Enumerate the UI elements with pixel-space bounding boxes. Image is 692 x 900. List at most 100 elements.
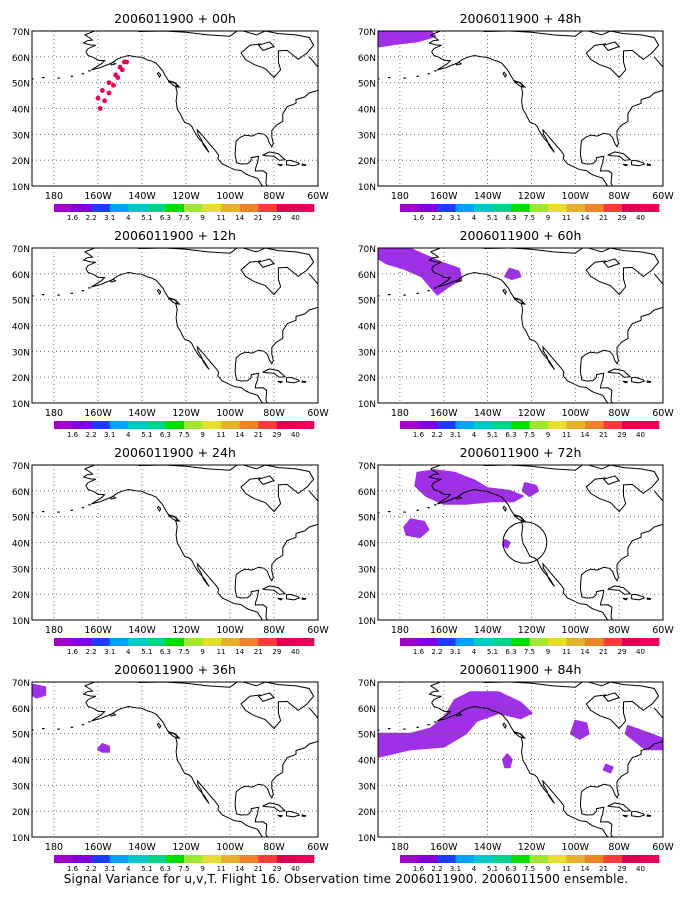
legend-label: 9 bbox=[546, 431, 550, 439]
legend-swatch bbox=[548, 855, 567, 863]
variance-region bbox=[502, 753, 513, 769]
legend-swatch bbox=[184, 855, 203, 863]
island-dot bbox=[416, 726, 419, 728]
island-dot bbox=[81, 290, 85, 292]
x-tick-label: 140W bbox=[128, 842, 156, 853]
y-tick-label: 30N bbox=[12, 565, 30, 575]
legend-swatch bbox=[54, 421, 73, 429]
legend-swatch bbox=[109, 204, 129, 212]
legend-swatch bbox=[437, 204, 456, 212]
legend-swatch bbox=[511, 638, 530, 646]
legend-label: 2.2 bbox=[86, 214, 97, 222]
color-legend: 1.6 2.2 3.1 4 5.1 6.3 7.5 9 11 14 21 29 40 bbox=[400, 855, 660, 873]
x-tick-label: 140W bbox=[128, 191, 156, 202]
island bbox=[607, 151, 632, 161]
island bbox=[631, 159, 646, 167]
y-tick-label: 10N bbox=[12, 400, 30, 410]
x-tick-label: 100W bbox=[216, 625, 244, 636]
island bbox=[622, 163, 629, 167]
legend-label: 1.6 bbox=[413, 865, 425, 873]
y-tick-label: 10N bbox=[12, 183, 30, 193]
color-legend: 1.6 2.2 3.1 4 5.1 6.3 7.5 9 11 14 21 29 40 bbox=[400, 421, 660, 439]
legend-swatch bbox=[474, 421, 493, 429]
legend-label: 6.3 bbox=[505, 214, 516, 222]
x-tick-label: 140W bbox=[128, 625, 156, 636]
legend-label: 29 bbox=[272, 865, 281, 873]
legend-swatch bbox=[239, 855, 259, 863]
legend-swatch bbox=[128, 855, 148, 863]
legend-label: 6.3 bbox=[505, 648, 516, 656]
island bbox=[286, 376, 301, 384]
island bbox=[257, 258, 275, 268]
island bbox=[646, 163, 652, 166]
y-tick-label: 40N bbox=[12, 323, 30, 333]
x-tick-label: 120W bbox=[172, 625, 200, 636]
legend-swatch bbox=[146, 204, 166, 212]
island bbox=[109, 278, 117, 283]
y-tick-label: 40N bbox=[358, 323, 376, 333]
island bbox=[607, 802, 632, 812]
island bbox=[455, 712, 463, 717]
legend-swatch bbox=[184, 421, 203, 429]
legend-swatch bbox=[548, 421, 567, 429]
legend-swatch bbox=[221, 421, 241, 429]
legend-label: 4 bbox=[126, 648, 131, 656]
variance-region bbox=[378, 31, 436, 48]
legend-label: 4 bbox=[126, 431, 131, 439]
legend-label: 7.5 bbox=[178, 431, 189, 439]
map-panel: 2006011900 + 84h 10N 20N 30N 40N 50N 60N 70N 180… bbox=[358, 662, 675, 873]
legend-swatch bbox=[437, 421, 456, 429]
legend-swatch bbox=[603, 855, 623, 863]
x-tick-label: 60W bbox=[652, 191, 674, 202]
legend-label: 4 bbox=[126, 214, 131, 222]
island bbox=[109, 712, 117, 717]
y-tick-label: 70N bbox=[12, 28, 30, 38]
flight-track-point bbox=[95, 95, 101, 101]
island-dot bbox=[403, 294, 406, 296]
legend-swatch bbox=[258, 855, 278, 863]
legend-label: 40 bbox=[291, 865, 300, 873]
legend-swatch bbox=[202, 421, 222, 429]
x-tick-label: 180 bbox=[45, 408, 63, 419]
coastline bbox=[82, 685, 318, 837]
legend-label: 2.2 bbox=[431, 431, 442, 439]
legend-label: 5.1 bbox=[141, 431, 152, 439]
island-dot bbox=[81, 507, 85, 509]
legend-label: 29 bbox=[272, 214, 281, 222]
legend-swatch bbox=[72, 204, 92, 212]
island bbox=[454, 495, 463, 500]
x-tick-label: 120W bbox=[518, 842, 546, 853]
legend-swatch bbox=[295, 421, 315, 429]
x-tick-label: 160W bbox=[84, 625, 112, 636]
island-dot bbox=[387, 77, 391, 79]
legend-swatch bbox=[184, 638, 203, 646]
variance-region bbox=[502, 538, 511, 549]
flight-track-point bbox=[100, 88, 105, 93]
x-tick-label: 120W bbox=[172, 842, 200, 853]
legend-swatch bbox=[221, 638, 241, 646]
y-tick-label: 60N bbox=[12, 271, 30, 281]
legend-label: 7.5 bbox=[524, 214, 535, 222]
legend-swatch bbox=[585, 638, 604, 646]
x-tick-label: 180 bbox=[45, 191, 63, 202]
y-tick-label: 50N bbox=[358, 297, 376, 307]
legend-swatch bbox=[239, 204, 259, 212]
legend-swatch bbox=[165, 638, 185, 646]
legend-swatch bbox=[622, 638, 641, 646]
island-dot bbox=[42, 511, 45, 513]
island-dot bbox=[32, 512, 34, 514]
legend-swatch bbox=[128, 204, 148, 212]
island bbox=[631, 810, 646, 818]
legend-swatch bbox=[640, 421, 660, 429]
island bbox=[502, 288, 507, 295]
legend-swatch bbox=[529, 421, 549, 429]
legend-label: 2.2 bbox=[431, 648, 442, 656]
island bbox=[622, 597, 629, 601]
x-tick-label: 100W bbox=[562, 625, 590, 636]
legend-swatch bbox=[529, 638, 549, 646]
island bbox=[286, 810, 301, 818]
figure-caption: Signal Variance for u,v,T. Flight 16. Ob… bbox=[63, 872, 629, 886]
legend-label: 40 bbox=[291, 431, 300, 439]
legend-swatch bbox=[258, 204, 278, 212]
legend-label: 4 bbox=[472, 214, 477, 222]
